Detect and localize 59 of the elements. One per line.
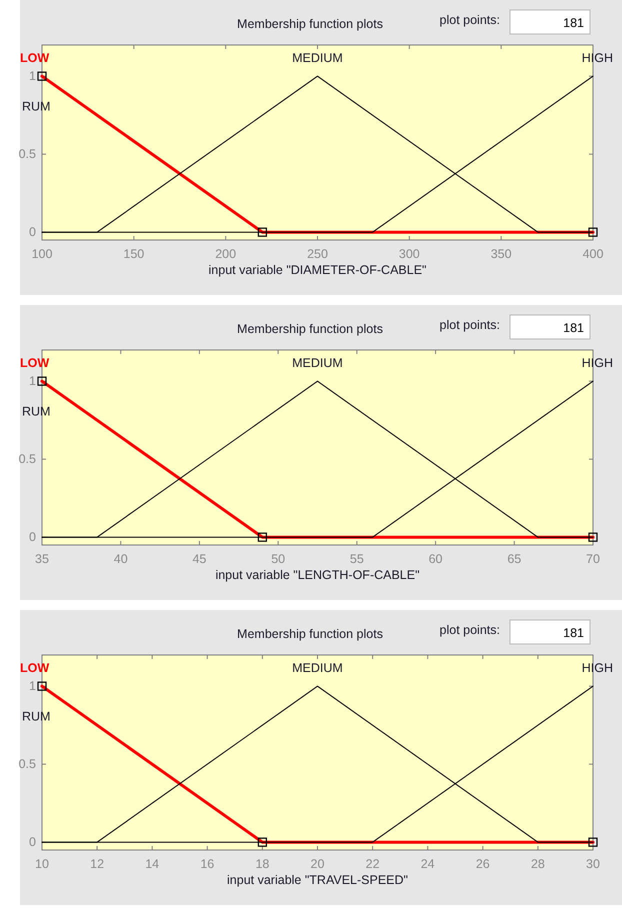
- x-tick-label: 250: [307, 247, 328, 261]
- y-tick-label: 1: [29, 679, 36, 694]
- x-axis-title: input variable "LENGTH-OF-CABLE": [215, 568, 420, 582]
- text: 181: [563, 16, 584, 30]
- x-tick-label: 20: [310, 857, 324, 871]
- series-label: LOW: [20, 661, 50, 675]
- x-tick-label: 12: [90, 857, 104, 871]
- x-tick-label: 14: [145, 857, 160, 871]
- series-label: LOW: [20, 51, 50, 65]
- text: plot points:: [440, 318, 500, 332]
- chart-title: Membership function plots: [237, 17, 383, 31]
- x-tick-label: 24: [420, 857, 435, 871]
- x-tick-label: 30: [586, 857, 600, 871]
- x-tick-label: 60: [428, 552, 443, 566]
- x-tick-label: 40: [114, 552, 128, 566]
- x-tick-label: 35: [35, 552, 49, 566]
- chart-title: Membership function plots: [237, 627, 383, 641]
- y-tick-label: 0: [29, 530, 36, 544]
- y-axis-title: RUM: [22, 404, 50, 419]
- x-tick-label: 150: [123, 247, 144, 261]
- x-tick-label: 300: [398, 247, 420, 261]
- x-axis-title: input variable "DIAMETER-OF-CABLE": [208, 263, 426, 277]
- x-tick-label: 65: [507, 552, 522, 566]
- series-label: MEDIUM: [292, 356, 343, 370]
- x-tick-label: 18: [255, 857, 270, 871]
- series-label: LOW: [20, 356, 50, 370]
- y-axis-title: RUM: [22, 100, 50, 114]
- series-label: MEDIUM: [292, 661, 343, 675]
- x-tick-label: 22: [366, 857, 380, 871]
- x-tick-label: 16: [200, 857, 214, 871]
- x-tick-label: 350: [490, 247, 512, 261]
- x-tick-label: 55: [350, 552, 364, 566]
- x-tick-label: 10: [35, 857, 49, 871]
- y-tick-label: 0.5: [18, 147, 36, 162]
- series-label: HIGH: [582, 51, 613, 65]
- text: 181: [563, 626, 584, 640]
- series-label: HIGH: [582, 661, 613, 675]
- y-tick-label: 0: [29, 835, 36, 850]
- text: plot points:: [440, 13, 500, 27]
- series-label: MEDIUM: [292, 51, 343, 65]
- x-tick-label: 100: [32, 247, 52, 261]
- y-tick-label: 0.5: [18, 757, 36, 772]
- y-tick-label: 0: [29, 225, 36, 240]
- y-tick-label: 1: [29, 69, 36, 84]
- y-axis-title: RUM: [22, 710, 50, 724]
- x-tick-label: 28: [530, 857, 545, 871]
- x-tick-label: 26: [476, 857, 490, 871]
- series-label: HIGH: [582, 356, 613, 370]
- x-tick-label: 50: [271, 552, 286, 566]
- text: plot points:: [440, 623, 500, 637]
- text: 181: [563, 321, 584, 335]
- x-tick-label: 400: [582, 247, 604, 261]
- x-tick-label: 45: [192, 552, 206, 566]
- x-tick-label: 70: [586, 552, 600, 566]
- chart-title: Membership function plots: [237, 322, 383, 336]
- x-tick-label: 200: [215, 247, 236, 261]
- y-tick-label: 0.5: [18, 452, 36, 466]
- y-tick-label: 1: [29, 374, 36, 388]
- x-axis-title: input variable "TRAVEL-SPEED": [227, 873, 408, 887]
